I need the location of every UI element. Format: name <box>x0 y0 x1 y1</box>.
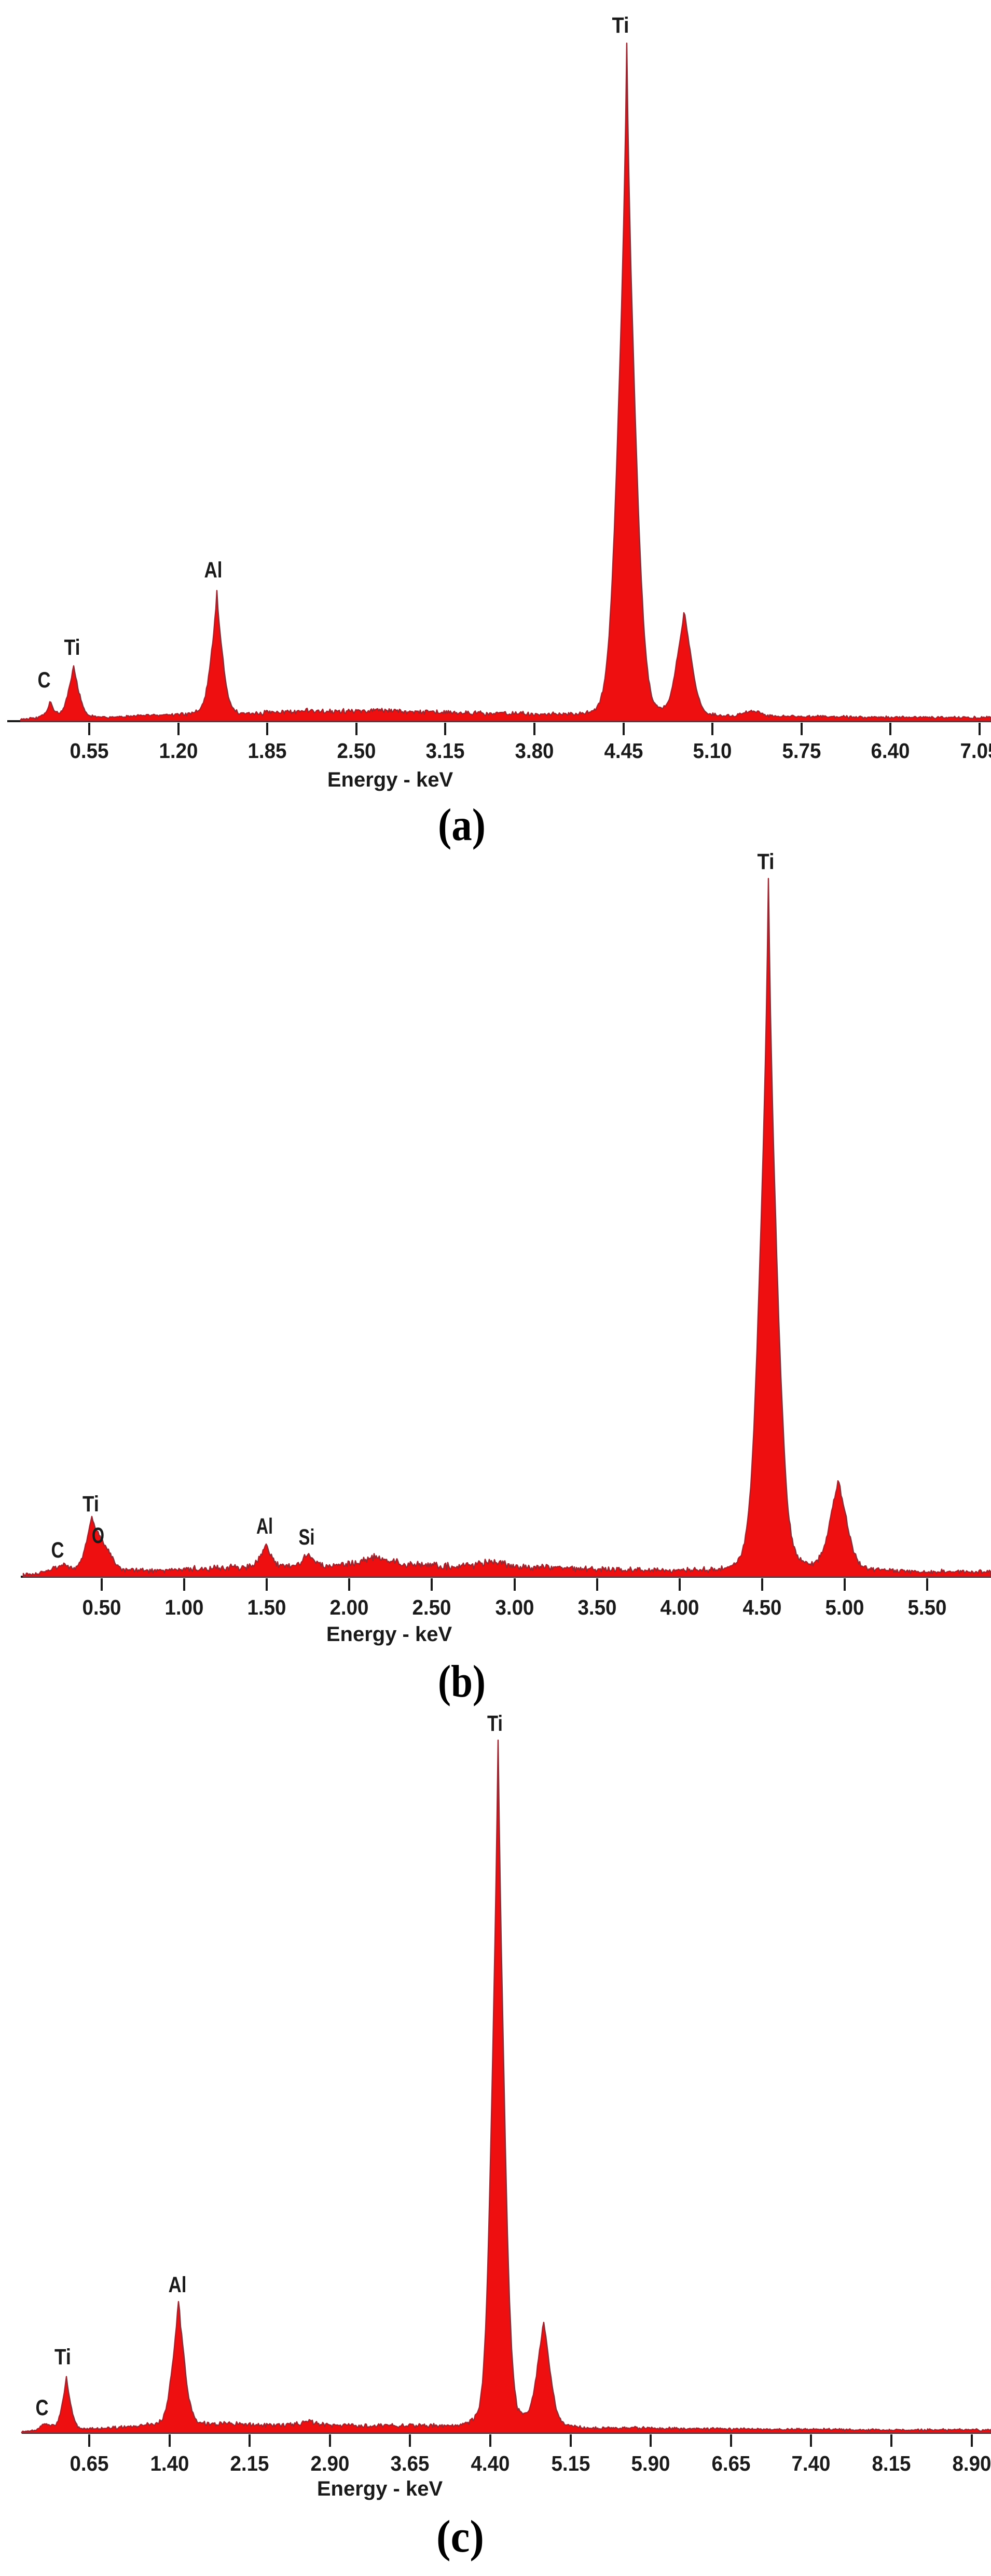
svg-text:Al: Al <box>204 558 223 583</box>
svg-text:C: C <box>38 668 51 693</box>
svg-text:0.65: 0.65 <box>70 2451 109 2475</box>
svg-text:4.00: 4.00 <box>660 1595 699 1619</box>
svg-text:Ti: Ti <box>82 1492 99 1517</box>
svg-text:8.90: 8.90 <box>953 2451 991 2475</box>
svg-text:1.20: 1.20 <box>159 739 198 763</box>
svg-text:1.00: 1.00 <box>165 1595 204 1619</box>
svg-text:Ti: Ti <box>612 13 629 38</box>
svg-text:Energy - keV: Energy - keV <box>317 2477 443 2500</box>
svg-text:2.50: 2.50 <box>337 739 376 763</box>
svg-text:1.85: 1.85 <box>248 739 287 763</box>
svg-text:Energy - keV: Energy - keV <box>326 1623 452 1646</box>
svg-text:2.50: 2.50 <box>412 1595 451 1619</box>
svg-text:Ti: Ti <box>64 635 80 660</box>
svg-text:2.00: 2.00 <box>330 1595 369 1619</box>
svg-text:Ti: Ti <box>758 849 775 874</box>
svg-text:O: O <box>92 1523 104 1548</box>
svg-text:0.50: 0.50 <box>82 1595 121 1619</box>
svg-text:5.50: 5.50 <box>908 1595 947 1619</box>
svg-text:5.10: 5.10 <box>693 739 732 763</box>
svg-text:3.65: 3.65 <box>391 2451 430 2475</box>
svg-text:Al: Al <box>169 2272 187 2297</box>
svg-text:0.55: 0.55 <box>70 739 109 763</box>
svg-text:3.50: 3.50 <box>578 1595 617 1619</box>
svg-text:6.40: 6.40 <box>871 739 910 763</box>
svg-text:Si: Si <box>299 1525 315 1550</box>
svg-text:4.45: 4.45 <box>604 739 643 763</box>
svg-text:6.65: 6.65 <box>712 2451 751 2475</box>
svg-text:4.50: 4.50 <box>743 1595 782 1619</box>
svg-text:3.00: 3.00 <box>496 1595 534 1619</box>
svg-text:3.80: 3.80 <box>515 739 554 763</box>
svg-text:Energy - keV: Energy - keV <box>327 768 453 791</box>
svg-text:Ti: Ti <box>54 2345 71 2370</box>
svg-text:2.90: 2.90 <box>311 2451 350 2475</box>
svg-text:8.15: 8.15 <box>872 2451 911 2475</box>
svg-text:(b): (b) <box>438 1657 486 1707</box>
svg-text:1.40: 1.40 <box>150 2451 189 2475</box>
svg-text:C: C <box>51 1538 64 1563</box>
svg-text:3.15: 3.15 <box>426 739 465 763</box>
svg-text:5.75: 5.75 <box>782 739 821 763</box>
svg-text:5.00: 5.00 <box>825 1595 864 1619</box>
svg-text:4.40: 4.40 <box>471 2451 510 2475</box>
svg-text:5.15: 5.15 <box>552 2451 590 2475</box>
svg-text:C: C <box>36 2395 49 2420</box>
svg-text:5.90: 5.90 <box>631 2451 670 2475</box>
svg-text:(a): (a) <box>438 800 486 850</box>
svg-text:1.50: 1.50 <box>247 1595 286 1619</box>
svg-text:7.40: 7.40 <box>792 2451 831 2475</box>
svg-text:Al: Al <box>256 1514 273 1539</box>
svg-text:2.15: 2.15 <box>230 2451 269 2475</box>
svg-text:7.05: 7.05 <box>960 739 991 763</box>
svg-text:(c): (c) <box>436 2512 484 2562</box>
svg-text:Ti: Ti <box>487 1711 503 1736</box>
